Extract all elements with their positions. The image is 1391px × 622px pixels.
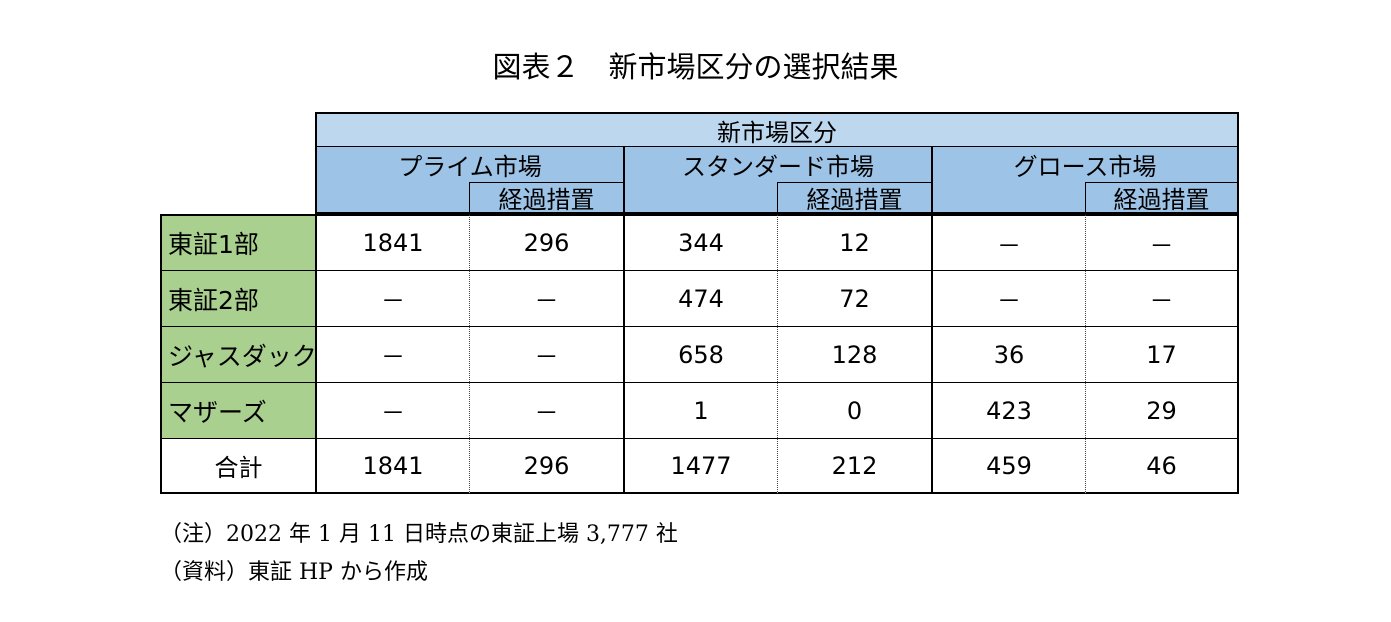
- value-cell: 72: [777, 270, 931, 326]
- value-cell: －: [315, 270, 469, 326]
- value-cell: 0: [777, 382, 931, 438]
- source-line: （資料）東証 HP から作成: [160, 560, 428, 585]
- value-cell: 29: [1085, 382, 1239, 438]
- value-cell: －: [469, 326, 623, 382]
- value-cell: 296: [469, 214, 623, 270]
- value-cell: 658: [623, 326, 777, 382]
- market-header-blank: [931, 182, 1085, 214]
- notes: （注）2022 年 1 月 11 日時点の東証上場 3,777 社 （資料）東証…: [160, 516, 678, 592]
- value-cell: 474: [623, 270, 777, 326]
- market-header-blank: [315, 182, 469, 214]
- value-cell: －: [931, 270, 1085, 326]
- row-label: 合計: [160, 438, 315, 494]
- note-line: （注）2022 年 1 月 11 日時点の東証上場 3,777 社: [160, 522, 678, 547]
- group-header: 新市場区分: [315, 112, 1239, 147]
- value-cell: 1477: [623, 438, 777, 494]
- value-cell: －: [1085, 270, 1239, 326]
- value-cell: 12: [777, 214, 931, 270]
- value-cell: 1841: [315, 214, 469, 270]
- transition-header: 経過措置: [1085, 182, 1239, 214]
- row-label: ジャスダック: [160, 326, 317, 382]
- value-cell: －: [931, 214, 1085, 270]
- value-cell: 36: [931, 326, 1085, 382]
- transition-header: 経過措置: [469, 182, 623, 214]
- row-label: 東証1部: [160, 214, 315, 270]
- value-cell: 46: [1085, 438, 1239, 494]
- value-cell: 1841: [315, 438, 469, 494]
- value-cell: 344: [623, 214, 777, 270]
- value-cell: －: [469, 382, 623, 438]
- value-cell: －: [315, 382, 469, 438]
- market-header: プライム市場: [315, 147, 623, 182]
- row-label: マザーズ: [160, 382, 315, 438]
- value-cell: －: [1085, 214, 1239, 270]
- market-header-blank: [623, 182, 777, 214]
- value-cell: －: [315, 326, 469, 382]
- value-cell: 423: [931, 382, 1085, 438]
- value-cell: 1: [623, 382, 777, 438]
- market-header: グロース市場: [931, 147, 1239, 182]
- figure-title: 図表２ 新市場区分の選択結果: [492, 50, 899, 84]
- value-cell: －: [469, 270, 623, 326]
- value-cell: 17: [1085, 326, 1239, 382]
- transition-header: 経過措置: [777, 182, 931, 214]
- row-label: 東証2部: [160, 270, 315, 326]
- value-cell: 128: [777, 326, 931, 382]
- value-cell: 459: [931, 438, 1085, 494]
- value-cell: 212: [777, 438, 931, 494]
- value-cell: 296: [469, 438, 623, 494]
- market-header: スタンダード市場: [623, 147, 931, 182]
